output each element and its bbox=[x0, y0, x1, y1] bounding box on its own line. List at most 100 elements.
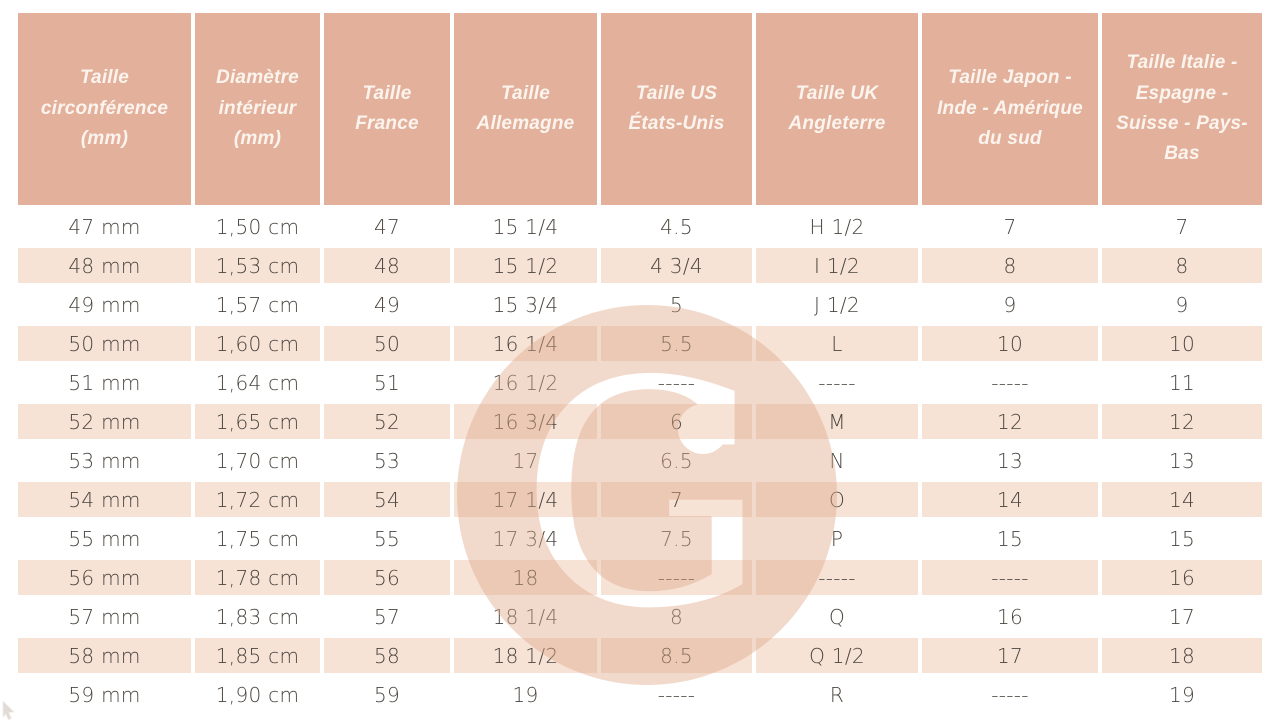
column-header: Taille Italie - Espagne - Suisse - Pays-… bbox=[1102, 13, 1262, 205]
table-cell: 1,64 cm bbox=[215, 370, 300, 395]
table-cell: 14 bbox=[1102, 482, 1262, 517]
table-cell: 49 bbox=[373, 292, 401, 317]
table-cell: 4 3/4 bbox=[601, 248, 752, 283]
table-cell: 7 bbox=[601, 482, 752, 517]
table-cell: 1,72 cm bbox=[195, 482, 320, 517]
table-cell: 1,65 cm bbox=[195, 404, 320, 439]
table-cell: I 1/2 bbox=[756, 248, 918, 283]
table-cell: 54 mm bbox=[18, 482, 191, 517]
table-cell: ----- bbox=[657, 370, 696, 395]
table-cell: L bbox=[756, 326, 918, 361]
table-cell: 6.5 bbox=[660, 448, 693, 473]
table-row: 52 mm 1,65 cm 52 16 3/4 6 M 12 12 bbox=[18, 404, 1262, 439]
table-row: 56 mm 1,78 cm 56 18 ----- ----- ----- 16 bbox=[18, 560, 1262, 595]
table-cell: 8 bbox=[669, 604, 684, 629]
table-cell: 1,75 cm bbox=[215, 526, 300, 551]
table-cell: 17 1/4 bbox=[454, 482, 597, 517]
table-cell: 14 bbox=[922, 482, 1098, 517]
table-row: 51 mm 1,64 cm 51 16 1/2 ----- ----- ----- 11 bbox=[18, 365, 1262, 400]
table-cell: N bbox=[829, 448, 845, 473]
table-cell: O bbox=[756, 482, 918, 517]
table-row: 57 mm 1,83 cm 57 18 1/4 8 Q 16 17 bbox=[18, 599, 1262, 634]
column-header: Diamètre intérieur (mm) bbox=[195, 13, 320, 205]
table-row: 50 mm 1,60 cm 50 16 1/4 5.5 L 10 10 bbox=[18, 326, 1262, 361]
table-cell: 16 bbox=[1102, 560, 1262, 595]
table-cell: 54 bbox=[324, 482, 450, 517]
table-cell: ----- bbox=[922, 560, 1098, 595]
table-cell: 1,78 cm bbox=[195, 560, 320, 595]
table-cell: ----- bbox=[991, 682, 1029, 707]
table-row: 49 mm 1,57 cm 49 15 3/4 5 J 1/2 9 9 bbox=[18, 287, 1262, 322]
table-cell: R bbox=[829, 682, 845, 707]
column-header: Taille Allemagne bbox=[454, 13, 597, 205]
table-body: 47 mm 1,50 cm 47 15 1/4 4.5 H 1/2 7 7 48 mm 1,53 … bbox=[18, 209, 1262, 712]
table-cell: 1,50 cm bbox=[215, 214, 300, 239]
table-cell: 51 mm bbox=[68, 370, 141, 395]
table-cell: 15 1/2 bbox=[454, 248, 597, 283]
table-cell: 17 bbox=[922, 638, 1098, 673]
table-cell: 18 bbox=[454, 560, 597, 595]
table-row: 48 mm 1,53 cm 48 15 1/2 4 3/4 I 1/2 8 8 bbox=[18, 248, 1262, 283]
table-cell: 15 bbox=[1168, 526, 1196, 551]
column-header: Taille circonférence (mm) bbox=[18, 13, 191, 205]
table-cell: 19 bbox=[1168, 682, 1196, 707]
table-cell: J 1/2 bbox=[814, 292, 860, 317]
table-cell: 9 bbox=[1003, 292, 1017, 317]
header-row: Taille circonférence (mm) Diamètre intéri… bbox=[18, 13, 1262, 205]
table-cell: 8.5 bbox=[601, 638, 752, 673]
table-cell: 53 bbox=[373, 448, 401, 473]
table-cell: 8 bbox=[922, 248, 1098, 283]
table-cell: 12 bbox=[1102, 404, 1262, 439]
table-cell: 1,85 cm bbox=[195, 638, 320, 673]
table-cell: 16 1/4 bbox=[454, 326, 597, 361]
table-cell: 18 1/2 bbox=[454, 638, 597, 673]
column-header: Taille US États-Unis bbox=[601, 13, 752, 205]
table-cell: 1,70 cm bbox=[215, 448, 300, 473]
table-cell: 59 mm bbox=[68, 682, 141, 707]
table-cell: M bbox=[756, 404, 918, 439]
table-cell: 15 bbox=[996, 526, 1024, 551]
table-cell: 50 bbox=[324, 326, 450, 361]
table-cell: 55 mm bbox=[68, 526, 141, 551]
table-cell: 58 bbox=[324, 638, 450, 673]
table-cell: 1,53 cm bbox=[195, 248, 320, 283]
table-row: 55 mm 1,75 cm 55 17 3/4 7.5 P 15 15 bbox=[18, 521, 1262, 556]
table-row: 59 mm 1,90 cm 59 19 ----- R ----- 19 bbox=[18, 677, 1262, 712]
table-cell: ----- bbox=[601, 560, 752, 595]
table-cell: 17 3/4 bbox=[492, 526, 559, 551]
table-cell: 16 bbox=[996, 604, 1024, 629]
table-cell: 16 3/4 bbox=[454, 404, 597, 439]
table-cell: 7 bbox=[1175, 214, 1189, 239]
table-cell: 51 bbox=[373, 370, 401, 395]
table-cell: 15 1/4 bbox=[492, 214, 559, 239]
table-cell: 8 bbox=[1102, 248, 1262, 283]
table-cell: 16 1/2 bbox=[492, 370, 559, 395]
table-cell: 10 bbox=[922, 326, 1098, 361]
table-cell: ----- bbox=[818, 370, 856, 395]
table-cell: 17 bbox=[512, 448, 539, 473]
table-cell: 1,83 cm bbox=[215, 604, 300, 629]
table-cell: 47 bbox=[373, 214, 401, 239]
table-cell: Q 1/2 bbox=[756, 638, 918, 673]
table-row: 47 mm 1,50 cm 47 15 1/4 4.5 H 1/2 7 7 bbox=[18, 209, 1262, 244]
table-cell: 56 mm bbox=[18, 560, 191, 595]
table-cell: 56 bbox=[324, 560, 450, 595]
table-cell: 10 bbox=[1102, 326, 1262, 361]
table-cell: 52 mm bbox=[18, 404, 191, 439]
table-cell: 52 bbox=[324, 404, 450, 439]
table-cell: 15 3/4 bbox=[492, 292, 559, 317]
table-cell: 55 bbox=[373, 526, 401, 551]
table-cell: 12 bbox=[922, 404, 1098, 439]
table-cell: H 1/2 bbox=[809, 214, 865, 239]
table-cell: 49 mm bbox=[68, 292, 141, 317]
table-cell: ----- bbox=[756, 560, 918, 595]
table-cell: 53 mm bbox=[68, 448, 141, 473]
table-row: 54 mm 1,72 cm 54 17 1/4 7 O 14 14 bbox=[18, 482, 1262, 517]
table-cell: 18 1/4 bbox=[492, 604, 559, 629]
table-cell: 48 bbox=[324, 248, 450, 283]
table-cell: 17 bbox=[1168, 604, 1196, 629]
table-cell: 57 mm bbox=[68, 604, 141, 629]
table-cell: 50 mm bbox=[18, 326, 191, 361]
table-cell: 59 bbox=[373, 682, 401, 707]
